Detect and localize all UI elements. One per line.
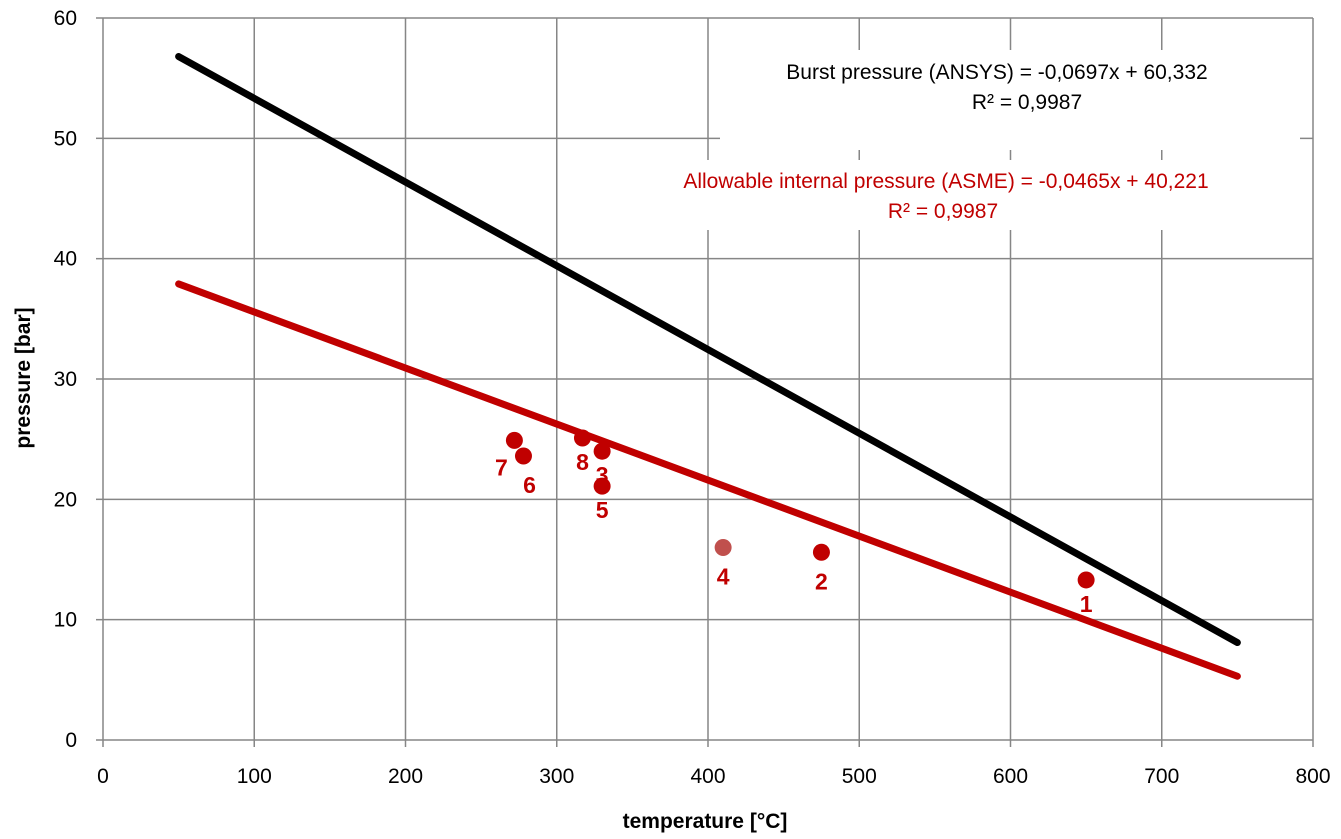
r2-burst: R² = 0,9987 (972, 91, 1082, 114)
x-tick-label: 0 (97, 765, 109, 788)
x-tick-label: 500 (842, 765, 877, 788)
x-tick-label: 600 (993, 765, 1028, 788)
data-point-8 (573, 429, 591, 447)
y-tick-label: 50 (54, 127, 77, 150)
data-point-7 (505, 431, 523, 449)
y-tick-label: 30 (54, 368, 77, 391)
x-tick-label: 800 (1295, 765, 1330, 788)
data-point-5 (593, 477, 611, 495)
y-tick-label: 60 (54, 7, 77, 30)
point-label-5: 5 (596, 497, 609, 523)
series (175, 53, 1241, 680)
point-label-3: 3 (596, 462, 609, 488)
point-label-6: 6 (523, 472, 536, 498)
y-tick-label: 20 (54, 488, 77, 511)
x-tick-label: 300 (539, 765, 574, 788)
point-label-8: 8 (576, 449, 589, 475)
burst-pressure-line (175, 53, 1241, 647)
x-tick-label: 700 (1144, 765, 1179, 788)
x-tick-label: 200 (388, 765, 423, 788)
data-point-6 (514, 447, 532, 465)
x-axis-title: temperature [°C] (623, 810, 788, 833)
point-label-4: 4 (717, 563, 730, 589)
point-label-1: 1 (1080, 591, 1093, 617)
y-tick-label: 0 (65, 729, 77, 752)
axes (96, 17, 1314, 747)
point-label-2: 2 (815, 568, 828, 594)
x-tick-labels: 0 100 200 300 400 500 600 700 800 (97, 765, 1330, 788)
data-point-3 (593, 442, 611, 460)
x-tick-label: 100 (237, 765, 272, 788)
point-label-7: 7 (495, 454, 508, 480)
r2-allowable: R² = 0,9987 (888, 200, 998, 223)
data-point-4 (714, 538, 732, 556)
data-points (505, 429, 1095, 589)
grid (103, 17, 1314, 740)
equation-box-allowable (580, 160, 1310, 230)
x-tick-label: 400 (690, 765, 725, 788)
y-tick-label: 10 (54, 609, 77, 632)
point-labels: 1 2 3 4 5 67 8 (495, 449, 1093, 617)
y-tick-label: 40 (54, 248, 77, 271)
equation-burst: Burst pressure (ANSYS) = -0,0697x + 60,3… (786, 61, 1207, 84)
data-point-2 (812, 543, 830, 561)
allowable-pressure-line (175, 280, 1241, 680)
equation-box-burst (720, 50, 1300, 150)
equation-allowable: Allowable internal pressure (ASME) = -0,… (683, 170, 1208, 193)
y-axis-title: pressure [bar] (12, 307, 35, 448)
y-tick-labels: 0 10 20 30 40 50 60 (54, 7, 77, 752)
data-point-1 (1077, 571, 1095, 589)
